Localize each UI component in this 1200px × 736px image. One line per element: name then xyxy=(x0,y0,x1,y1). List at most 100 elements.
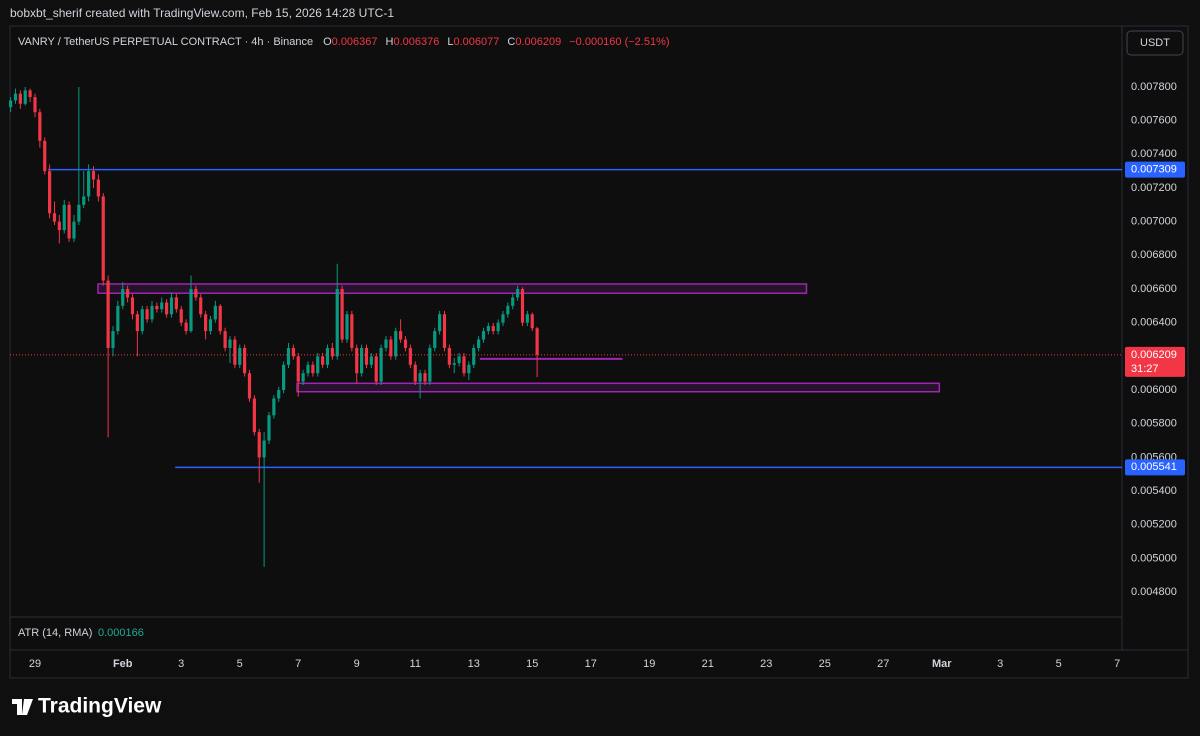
candle-body xyxy=(374,356,378,382)
y-tick-label: 0.005800 xyxy=(1131,418,1177,430)
candle-body xyxy=(413,364,417,382)
candle-body xyxy=(52,213,57,222)
candle-body xyxy=(262,440,266,458)
candle-body xyxy=(82,196,86,205)
candle-body xyxy=(442,314,447,348)
candle-body xyxy=(511,297,515,306)
x-tick-label: 5 xyxy=(1056,658,1062,670)
y-tick-label: 0.006800 xyxy=(1131,249,1177,261)
logo: TradingView xyxy=(12,695,162,718)
candle-body xyxy=(433,331,437,348)
candle-body xyxy=(218,305,222,332)
price-label-box xyxy=(1125,459,1185,476)
x-tick-label: 9 xyxy=(354,658,360,670)
candle-body xyxy=(486,326,490,332)
candle-body xyxy=(33,97,37,113)
candle-body xyxy=(272,398,276,416)
candle-body xyxy=(379,347,383,382)
candle-body xyxy=(321,356,325,365)
x-tick-label: 25 xyxy=(819,658,831,670)
candle-body xyxy=(267,415,271,441)
ohlc-letter: O xyxy=(323,36,332,48)
candle-body xyxy=(130,297,135,315)
candle-body xyxy=(28,90,32,98)
candle-body xyxy=(57,221,61,231)
candle-body xyxy=(9,100,13,108)
candle-body xyxy=(96,179,100,197)
candle-body xyxy=(106,280,110,348)
x-tick-label: 19 xyxy=(643,658,655,670)
ohlc-letter: H xyxy=(386,36,394,48)
candle-body xyxy=(491,326,495,332)
candle-body xyxy=(364,347,369,365)
candle-body xyxy=(169,297,174,315)
candle-body xyxy=(506,305,510,315)
candle-body xyxy=(18,93,22,104)
x-tick-label: 3 xyxy=(178,658,184,670)
y-tick-label: 0.007000 xyxy=(1131,216,1177,228)
candle-body xyxy=(194,289,198,298)
x-tick-label: 15 xyxy=(526,658,538,670)
candle-body xyxy=(403,339,408,348)
currency-button[interactable] xyxy=(1126,30,1184,56)
x-tick-label: 11 xyxy=(410,658,421,670)
candle-body xyxy=(126,289,130,298)
zone-box xyxy=(296,382,941,393)
candle-body xyxy=(145,309,149,320)
candle-body xyxy=(472,347,476,365)
candle-body xyxy=(360,347,364,374)
candle-body xyxy=(247,373,252,399)
x-tick-label: 5 xyxy=(237,658,243,670)
candle-body xyxy=(72,221,76,239)
x-tick-label: Mar xyxy=(932,658,952,670)
candle-body xyxy=(189,289,193,332)
candle-body xyxy=(428,347,432,382)
candle-body xyxy=(384,339,388,348)
candle-body xyxy=(306,364,310,374)
candle-body xyxy=(340,289,344,340)
candle-body xyxy=(179,309,183,323)
candle-body xyxy=(418,373,422,382)
candle-body xyxy=(87,171,91,197)
y-tick-label: 0.005400 xyxy=(1131,485,1177,497)
price-label: 0.005541 xyxy=(1131,461,1177,473)
candle-body xyxy=(501,314,505,323)
candle-body xyxy=(355,347,359,374)
candle-body xyxy=(516,289,520,298)
candle-body xyxy=(423,373,427,382)
candle-body xyxy=(111,331,115,348)
candle-body xyxy=(213,305,217,320)
y-tick-label: 0.007200 xyxy=(1131,182,1177,194)
ohlc-value: 0.006077 xyxy=(454,36,500,48)
candle-body xyxy=(535,328,539,355)
candle-body xyxy=(48,171,52,214)
ohlc-value: 0.006367 xyxy=(332,36,378,48)
candle-body xyxy=(23,90,27,104)
candle-body xyxy=(525,314,529,323)
candle-body xyxy=(496,322,500,332)
countdown: 31:27 xyxy=(1131,363,1159,375)
candle-body xyxy=(345,314,349,340)
candle-body xyxy=(462,356,466,374)
candle-body xyxy=(282,364,286,391)
candle-body xyxy=(257,432,261,458)
header: bobxbt_sherif created with TradingView.c… xyxy=(10,6,394,20)
y-tick-label: 0.005000 xyxy=(1131,552,1177,564)
candle-body xyxy=(399,331,403,340)
candle-body xyxy=(335,289,339,357)
candle-body xyxy=(38,112,42,141)
y-tick-label: 0.007800 xyxy=(1131,81,1177,93)
candle-body xyxy=(223,331,227,348)
candle-body xyxy=(457,356,461,364)
title-text: VANRY / TetherUS PERPETUAL CONTRACT · 4h… xyxy=(18,36,313,48)
candle-body xyxy=(316,356,320,374)
candle-body xyxy=(208,319,213,332)
logo-mark xyxy=(12,699,33,715)
logo-text: TradingView xyxy=(38,695,162,718)
indicator-label: ATR (14, RMA) xyxy=(18,627,92,639)
candle-body xyxy=(452,363,456,365)
candle-body xyxy=(77,204,81,222)
candle-body xyxy=(155,305,159,310)
